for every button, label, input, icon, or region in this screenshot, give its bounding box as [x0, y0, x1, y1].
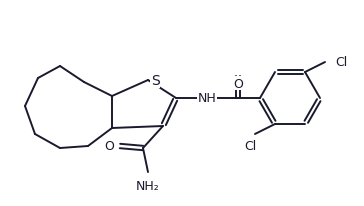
- Text: Cl: Cl: [244, 139, 256, 152]
- Text: NH₂: NH₂: [136, 179, 160, 192]
- Text: O: O: [233, 77, 243, 90]
- Text: O: O: [104, 139, 114, 152]
- Text: S: S: [151, 74, 159, 88]
- Text: NH: NH: [198, 92, 216, 105]
- Text: Cl: Cl: [335, 55, 347, 68]
